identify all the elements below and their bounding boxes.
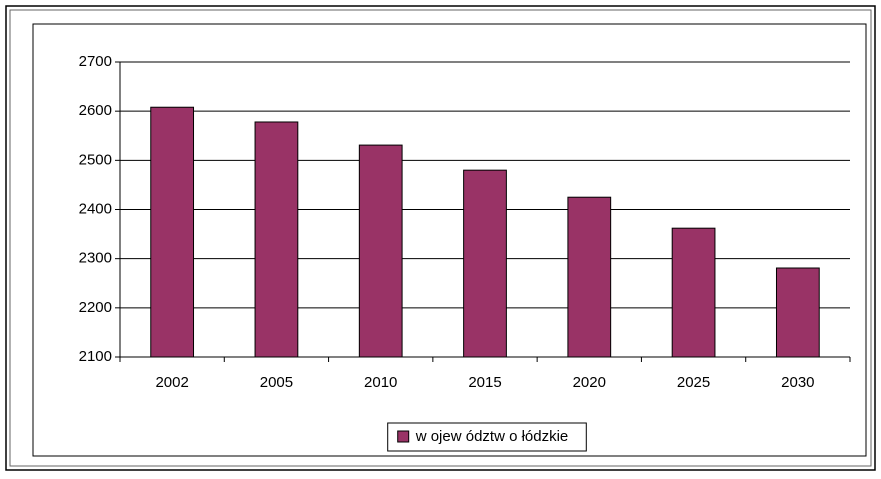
legend-swatch xyxy=(397,430,410,443)
x-tick-label: 2020 xyxy=(573,374,606,391)
y-tick-label: 2300 xyxy=(79,250,112,267)
x-tick-label: 2005 xyxy=(260,374,293,391)
y-tick-label: 2400 xyxy=(79,200,112,217)
bar xyxy=(775,267,820,358)
x-tick-label: 2025 xyxy=(677,374,710,391)
inner-frame xyxy=(9,9,872,467)
x-tick-label: 2010 xyxy=(364,374,397,391)
x-tick-label: 2030 xyxy=(781,374,814,391)
legend-box xyxy=(387,422,587,452)
x-tick-label: 2015 xyxy=(468,374,501,391)
y-tick-label: 2600 xyxy=(79,102,112,119)
y-tick-label: 2100 xyxy=(79,348,112,365)
y-tick-label: 2700 xyxy=(79,53,112,70)
y-tick-label: 2500 xyxy=(79,151,112,168)
x-tick-label: 2002 xyxy=(155,374,188,391)
legend-label: w ojew ództw o łódzkie xyxy=(415,428,569,445)
bar xyxy=(150,106,195,358)
bar xyxy=(567,196,612,358)
bar xyxy=(671,227,716,358)
bar xyxy=(463,169,507,358)
bar xyxy=(358,144,403,358)
y-tick-label: 2200 xyxy=(79,299,112,316)
bar xyxy=(254,121,299,358)
